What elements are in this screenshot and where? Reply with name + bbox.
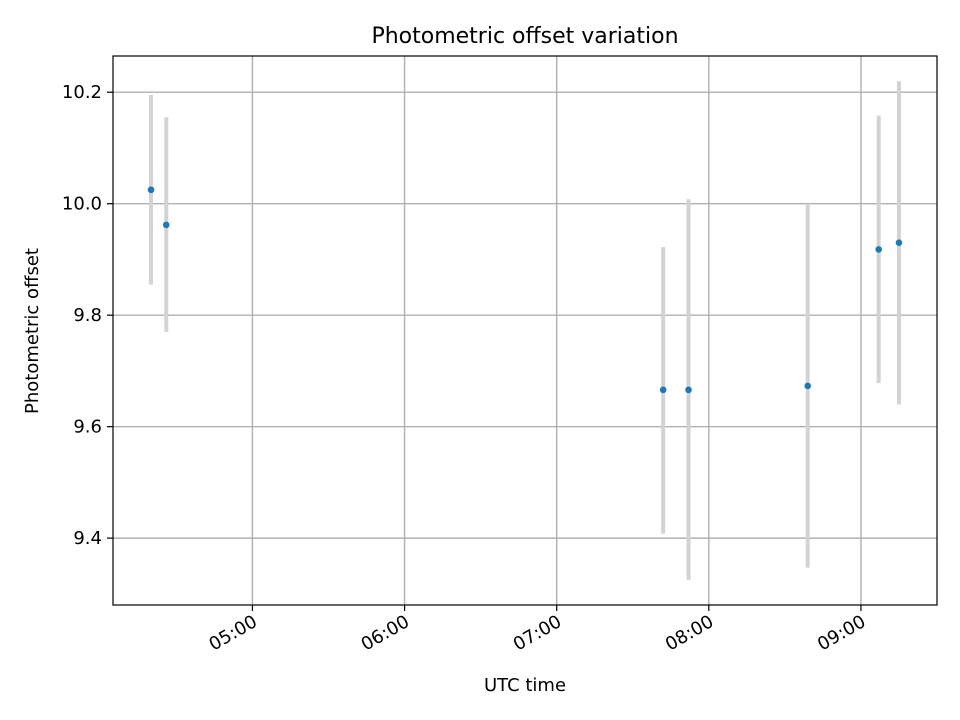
y-tick-label: 9.8 [73, 305, 102, 326]
y-tick-layer: 9.4 9.6 9.8 10.0 10.2 [62, 82, 113, 549]
y-axis-title: Photometric offset [22, 248, 43, 414]
point-layer [147, 186, 903, 394]
x-axis-title: UTC time [484, 675, 566, 696]
y-tick-label: 10.0 [62, 194, 102, 215]
data-point [895, 239, 903, 247]
plot-frame [112, 55, 938, 606]
data-point [875, 246, 882, 253]
y-tick-label: 9.4 [73, 528, 102, 549]
data-point [162, 221, 170, 229]
y-tick-label: 9.6 [73, 417, 102, 438]
data-point [659, 386, 667, 394]
y-tick-label: 10.2 [62, 82, 102, 103]
grid-layer [113, 56, 937, 605]
chart-title: Photometric offset variation [371, 24, 678, 49]
data-point [147, 186, 155, 194]
data-point [804, 382, 811, 390]
data-point [685, 386, 692, 394]
